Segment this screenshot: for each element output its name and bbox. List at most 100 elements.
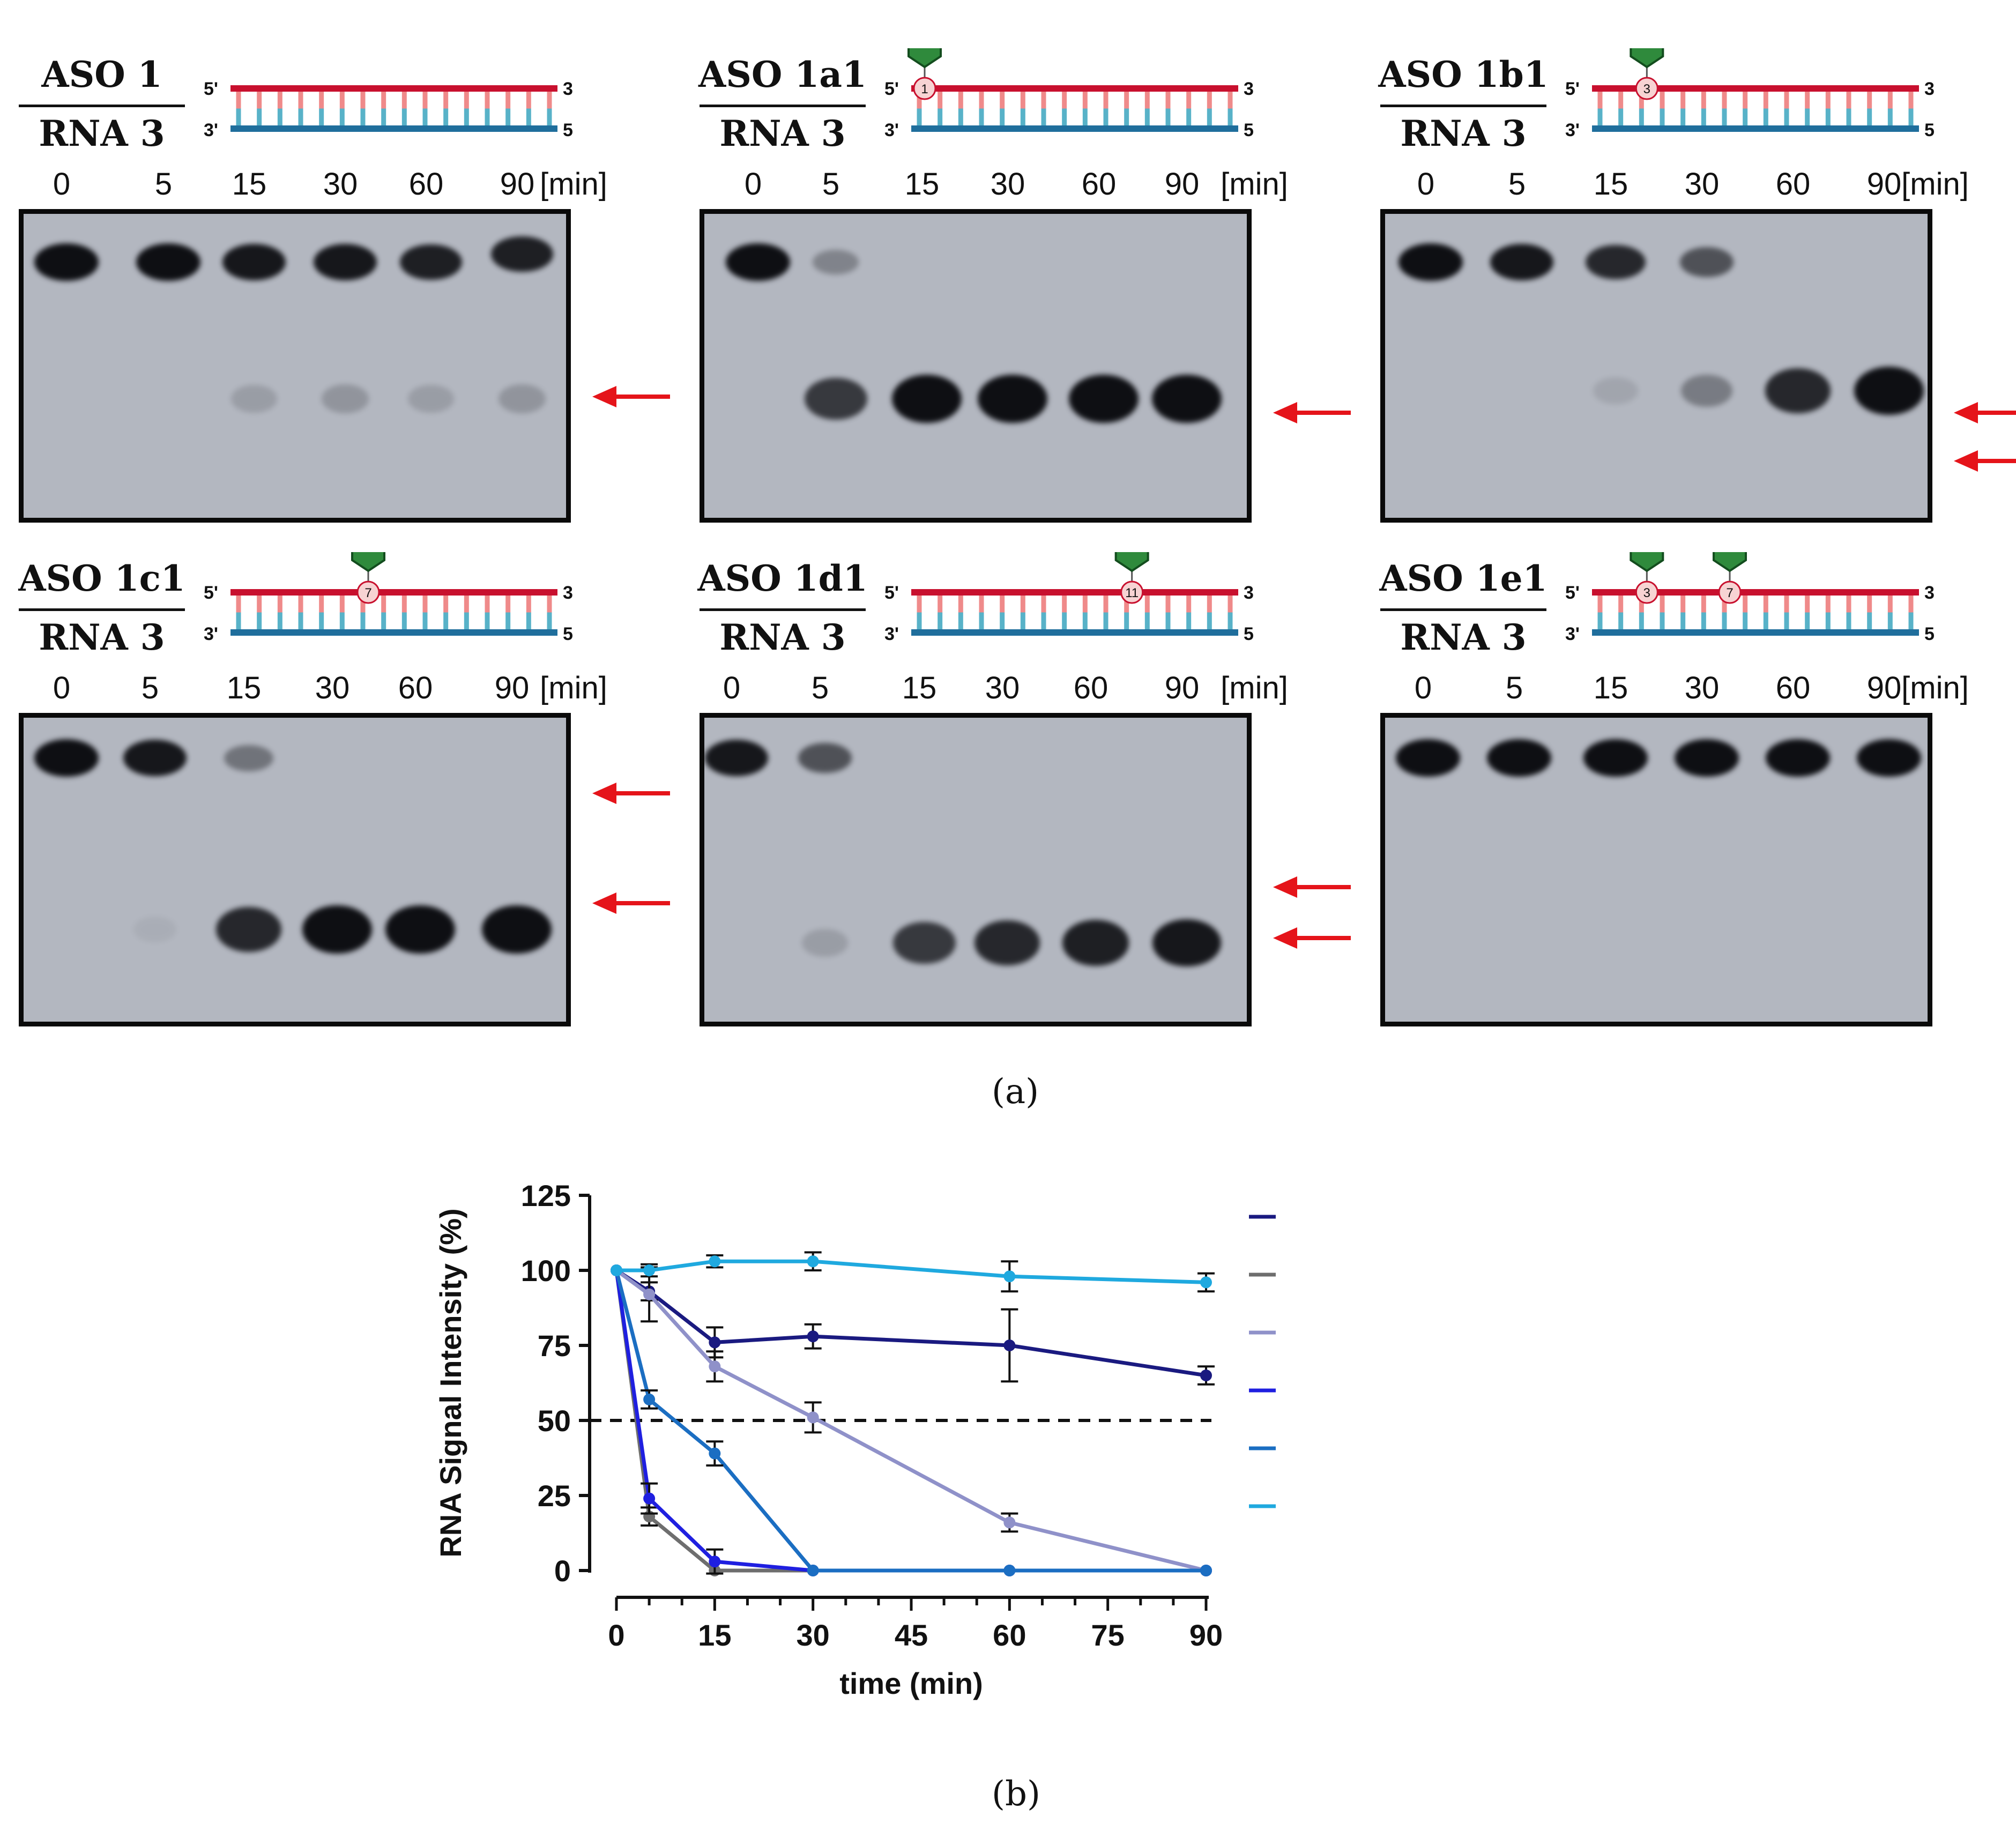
modification-position: 3 bbox=[1643, 586, 1650, 600]
gel-band-cleavage-product bbox=[978, 375, 1047, 423]
series-line bbox=[614, 1270, 1206, 1573]
red-arrow-icon bbox=[592, 892, 670, 914]
gel-image bbox=[1380, 713, 1932, 1026]
x-tick-label: 60 bbox=[993, 1618, 1026, 1652]
aso-strand bbox=[1592, 589, 1919, 596]
boron-cluster-icon: 7 bbox=[1713, 552, 1747, 604]
aso-label: ASO 1e1 bbox=[1379, 557, 1548, 599]
data-point bbox=[807, 1255, 819, 1268]
gel-band-cleavage-product bbox=[302, 905, 372, 954]
time-point-label: 90 bbox=[1164, 167, 1200, 202]
five-prime-label: 5' bbox=[204, 583, 218, 603]
data-point bbox=[611, 1264, 622, 1276]
gel-band-cleavage-product bbox=[1069, 375, 1139, 423]
time-axis: 0 5 15 30 60 90 [min] bbox=[697, 670, 1288, 713]
time-point-label: 15 bbox=[1593, 671, 1628, 705]
gel-image bbox=[19, 713, 571, 1026]
data-point bbox=[1003, 1565, 1016, 1576]
legend-item: 1c1/3t½=3min bbox=[1249, 1388, 1276, 1393]
x-tick-label: 75 bbox=[1091, 1618, 1125, 1652]
gel-band-full-length bbox=[812, 250, 859, 274]
time-point-label: 0 bbox=[744, 167, 762, 202]
fraction-line bbox=[700, 608, 866, 611]
boron-cluster-icon: 1 bbox=[907, 48, 942, 100]
gel-band-cleavage-product bbox=[215, 907, 282, 952]
gel-band-cleavage-product bbox=[1062, 920, 1129, 966]
gel-panel: ASO 1d1 RNA 3 5' 3' 3' 5' 11 0 5 15 30 60 90 [min] bbox=[697, 552, 1351, 1093]
gel-image bbox=[19, 209, 571, 523]
time-axis: 0 5 15 30 60 90 [min] bbox=[697, 166, 1288, 209]
gel-band-cleavage-product bbox=[231, 385, 277, 413]
time-unit-label: [min] bbox=[1901, 671, 1969, 705]
fraction-line bbox=[1380, 105, 1546, 107]
modification-position: 7 bbox=[1726, 586, 1733, 600]
time-point-label: 60 bbox=[398, 671, 433, 705]
legend-item: 1b1/3t½=30min bbox=[1249, 1330, 1276, 1335]
gel-panel: ASO 1e1 RNA 3 5' 3' 3' 5' 3 7 0 5 15 30 60 90[min] bbox=[1378, 552, 1969, 1093]
gel-image bbox=[700, 209, 1252, 523]
five-prime-label: 5' bbox=[1244, 624, 1254, 644]
gel-image bbox=[700, 713, 1252, 1026]
data-point bbox=[709, 1360, 721, 1373]
time-point-label: 5 bbox=[1505, 671, 1523, 705]
data-point bbox=[643, 1492, 656, 1505]
gel-band-cleavage-product bbox=[1152, 375, 1222, 423]
gel-band-full-length bbox=[34, 739, 99, 777]
five-prime-label: 5' bbox=[204, 79, 218, 99]
y-axis-label: RNA Signal Intensity (%) bbox=[434, 1208, 467, 1557]
gel-band-full-length bbox=[726, 243, 790, 281]
three-prime-label: 3' bbox=[1924, 79, 1935, 99]
x-tick-label: 0 bbox=[608, 1618, 624, 1652]
time-point-label: 5 bbox=[154, 167, 173, 202]
aso-strand bbox=[230, 85, 557, 92]
rna-label: RNA 3 bbox=[719, 113, 846, 154]
gel-panel: ASO 1a1 RNA 3 5' 3' 3' 5' 1 0 5 15 30 60 90 [min] bbox=[697, 48, 1351, 590]
duplex-diagram: 5' 3' 3' 5' 3 bbox=[1565, 48, 1935, 140]
rna-label: RNA 3 bbox=[1400, 616, 1527, 658]
x-tick-label: 15 bbox=[698, 1618, 731, 1652]
gel-band-cleavage-product bbox=[802, 929, 848, 957]
time-unit-label: [min] bbox=[540, 671, 607, 705]
five-prime-label: 5' bbox=[884, 79, 899, 99]
modification-position: 11 bbox=[1125, 586, 1139, 600]
time-point-label: 30 bbox=[1684, 671, 1720, 705]
gel-band-full-length bbox=[123, 739, 187, 777]
gel-band-cleavage-product bbox=[892, 375, 962, 423]
red-arrow-icon bbox=[1954, 402, 2016, 423]
y-tick-label: 25 bbox=[538, 1479, 571, 1513]
three-prime-label: 3' bbox=[563, 583, 574, 603]
data-point bbox=[643, 1393, 656, 1405]
time-unit-label: [min] bbox=[1221, 167, 1288, 202]
gel-band-full-length bbox=[1398, 243, 1463, 281]
time-point-label: 60 bbox=[1775, 167, 1811, 202]
legend-item: 1/3t½>90min bbox=[1249, 1215, 1276, 1219]
gel-band-cleavage-product bbox=[1765, 368, 1831, 413]
legend-item: 1a1/3t½=3min bbox=[1249, 1273, 1276, 1277]
three-prime-label: 3' bbox=[204, 120, 218, 140]
aso-strand bbox=[230, 589, 557, 596]
three-prime-label: 3' bbox=[1565, 624, 1580, 644]
gel-band-full-length bbox=[1585, 244, 1646, 280]
time-point-label: 15 bbox=[232, 167, 267, 202]
gel-panel: ASO 1c1 RNA 3 5' 3' 3' 5' 7 0 5 15 30 60 90 [min] bbox=[16, 552, 670, 1093]
five-prime-label: 5' bbox=[884, 583, 899, 603]
data-point bbox=[1003, 1516, 1016, 1529]
aso-strand bbox=[1592, 85, 1919, 92]
time-point-label: 60 bbox=[1081, 167, 1117, 202]
series-1e1-3 bbox=[611, 1251, 1215, 1293]
duplex-diagram: 5' 3' 3' 5' 7 bbox=[204, 552, 574, 644]
boron-cluster-icon: 3 bbox=[1630, 48, 1664, 100]
time-point-label: 30 bbox=[323, 167, 358, 202]
y-tick-label: 0 bbox=[554, 1554, 571, 1588]
gel-band-cleavage-product bbox=[892, 921, 956, 964]
gel-band-full-length bbox=[491, 236, 553, 272]
duplex-diagram: 5' 3' 3' 5' 1 bbox=[884, 48, 1254, 140]
red-arrow-icon bbox=[592, 386, 670, 407]
x-axis-label: time (min) bbox=[839, 1666, 983, 1700]
data-point bbox=[643, 1264, 656, 1276]
five-prime-label: 5' bbox=[1244, 120, 1254, 140]
gel-band-full-length bbox=[136, 243, 200, 281]
time-point-label: 90 bbox=[494, 671, 530, 705]
